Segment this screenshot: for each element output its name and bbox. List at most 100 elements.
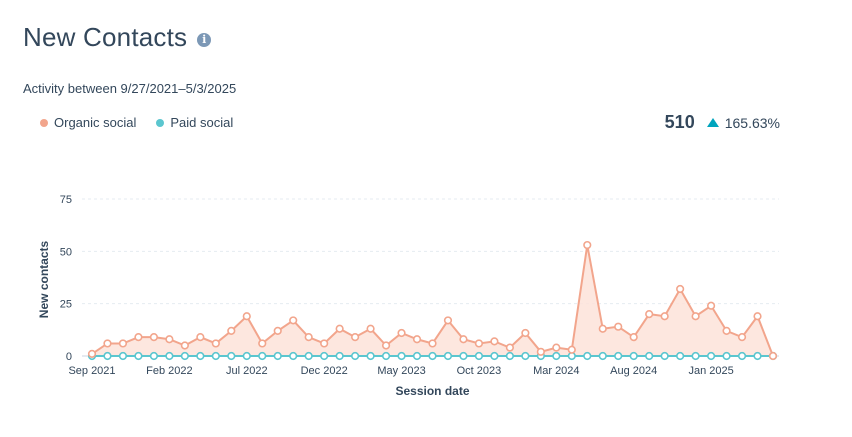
organic-social-point xyxy=(768,351,778,361)
paid-social-point xyxy=(289,351,298,361)
series-points xyxy=(87,240,778,361)
paid-social-point xyxy=(227,351,236,361)
x-tick-label: Aug 2024 xyxy=(610,365,657,377)
paid-social-point xyxy=(737,351,747,361)
organic-social-point xyxy=(273,326,282,335)
paid-social-point xyxy=(598,351,607,361)
paid-social-point xyxy=(552,351,561,361)
organic-social-point xyxy=(118,339,128,348)
paid-social-point xyxy=(242,351,251,361)
organic-social-point xyxy=(706,301,716,310)
organic-social-point xyxy=(381,341,391,350)
paid-social-point xyxy=(180,351,189,361)
paid-social-point xyxy=(118,351,128,361)
organic-social-point xyxy=(753,312,762,321)
organic-social-point xyxy=(645,310,654,319)
legend-item-organic-social[interactable]: Organic social xyxy=(40,115,136,130)
paid-social-point xyxy=(428,351,437,361)
organic-social-point xyxy=(351,333,360,342)
paid-social-point xyxy=(722,351,731,361)
organic-social-point xyxy=(304,333,313,342)
title-row: New Contacts i xyxy=(23,22,212,53)
paid-social-point xyxy=(273,351,282,361)
organic-social-point xyxy=(149,333,159,342)
organic-social-point xyxy=(242,312,251,321)
summary: 510 165.63% xyxy=(665,112,780,133)
info-icon[interactable]: i xyxy=(197,32,212,47)
paid-social-point xyxy=(320,351,329,361)
organic-social-point xyxy=(598,324,607,333)
x-tick-label: Jan 2025 xyxy=(688,365,733,377)
x-tick-label: Feb 2022 xyxy=(146,365,192,377)
paid-social-point xyxy=(149,351,159,361)
paid-social-point xyxy=(753,351,762,361)
x-tick-label: Dec 2022 xyxy=(301,365,348,377)
paid-social-point xyxy=(706,351,716,361)
organic-social-point xyxy=(614,322,623,331)
organic-social-point xyxy=(134,333,143,342)
organic-social-point xyxy=(211,339,220,348)
organic-social-point xyxy=(165,335,174,344)
organic-social-point xyxy=(103,339,112,348)
paid-social-point xyxy=(676,351,685,361)
paid-social-point xyxy=(196,351,205,361)
organic-social-point xyxy=(412,335,422,344)
x-tick-label: May 2023 xyxy=(377,365,425,377)
organic-social-point xyxy=(737,333,747,342)
paid-social-point xyxy=(165,351,174,361)
paid-social-point xyxy=(459,351,468,361)
organic-social-point xyxy=(397,328,406,338)
organic-dot-icon xyxy=(40,118,48,127)
organic-social-point xyxy=(258,339,267,348)
legend: Organic social Paid social xyxy=(40,115,253,130)
paid-dot-icon xyxy=(156,118,165,127)
organic-social-point xyxy=(583,240,592,250)
paid-social-point xyxy=(490,351,499,361)
paid-social-point xyxy=(474,351,484,361)
paid-social-point xyxy=(505,351,514,361)
paid-social-point xyxy=(351,351,360,361)
organic-social-point xyxy=(87,349,97,359)
legend-item-paid-social[interactable]: Paid social xyxy=(156,115,233,130)
y-tick-label-0: 0 xyxy=(66,351,72,363)
organic-social-point xyxy=(335,324,344,333)
organic-social-point xyxy=(691,312,700,321)
organic-social-point xyxy=(521,328,530,338)
x-axis-ticks: Sep 2021 Feb 2022 Jul 2022 Dec 2022 May 2023… xyxy=(68,365,733,377)
organic-area-fill xyxy=(92,245,773,356)
legend-label-organic-social: Organic social xyxy=(54,115,137,130)
organic-area xyxy=(92,245,773,356)
organic-social-point xyxy=(443,316,453,325)
organic-social-point xyxy=(505,343,514,352)
y-axis-ticks: 0 25 50 75 xyxy=(60,194,72,363)
organic-social-point xyxy=(660,312,669,321)
organic-social-point xyxy=(459,335,468,344)
paid-social-point xyxy=(397,351,406,361)
organic-social-point xyxy=(490,337,499,346)
page-title: New Contacts xyxy=(23,22,188,52)
paid-social-point xyxy=(134,351,143,361)
paid-social-point xyxy=(691,351,700,361)
organic-social-point xyxy=(567,345,576,354)
y-tick-label-25: 25 xyxy=(60,299,72,311)
x-tick-label: Sep 2021 xyxy=(68,365,115,377)
organic-social-point xyxy=(227,326,236,335)
change-percent: 165.63% xyxy=(724,114,780,131)
legend-label-paid-social: Paid social xyxy=(170,115,234,130)
triangle-up-icon xyxy=(706,118,719,127)
organic-social-point xyxy=(552,343,561,352)
y-tick-label-50: 50 xyxy=(60,246,72,258)
date-range-subtitle: Activity between 9/27/2021–5/3/2025 xyxy=(23,81,237,96)
paid-social-point xyxy=(583,351,592,361)
organic-social-point xyxy=(289,316,298,325)
organic-social-point xyxy=(536,347,545,356)
organic-social-point xyxy=(180,341,189,350)
organic-social-point xyxy=(366,324,375,333)
x-tick-label: Oct 2023 xyxy=(457,365,502,377)
organic-social-point xyxy=(474,339,484,348)
organic-social-point xyxy=(722,326,731,335)
x-tick-label: Mar 2024 xyxy=(533,365,579,377)
paid-social-point xyxy=(211,351,220,361)
x-tick-label: Jul 2022 xyxy=(226,365,268,377)
